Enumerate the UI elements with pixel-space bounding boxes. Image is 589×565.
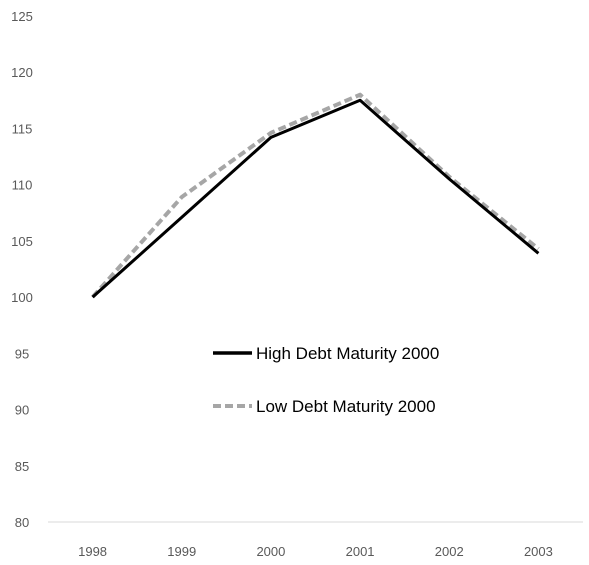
x-tick-label: 2002 [435,544,464,559]
x-tick-label: 2000 [256,544,285,559]
y-tick-label: 105 [11,234,33,249]
y-tick-label: 110 [12,178,33,193]
x-tick-label: 2001 [346,544,375,559]
x-tick-label: 2003 [524,544,553,559]
y-tick-label: 100 [11,290,33,305]
y-tick-label: 90 [15,403,29,418]
x-axis-ticks: 1998 1999 2000 2001 2002 2003 [78,544,553,559]
high-debt-maturity-line [91,98,540,299]
series-lines [91,92,540,299]
legend-label: Low Debt Maturity 2000 [256,397,436,416]
legend: High Debt Maturity 2000 Low Debt Maturity… [213,344,439,416]
x-tick-label: 1998 [78,544,107,559]
low-debt-maturity-line [91,92,540,299]
y-tick-label: 120 [11,65,33,80]
y-tick-label: 95 [15,346,29,361]
legend-label: High Debt Maturity 2000 [256,344,439,363]
x-tick-label: 1999 [167,544,196,559]
y-tick-label: 80 [15,515,29,530]
y-axis-ticks: 80 85 90 95 100 105 110 115 120 125 [11,9,33,530]
y-tick-label: 115 [12,121,33,136]
y-tick-label: 125 [11,9,33,24]
y-tick-label: 85 [15,459,29,474]
